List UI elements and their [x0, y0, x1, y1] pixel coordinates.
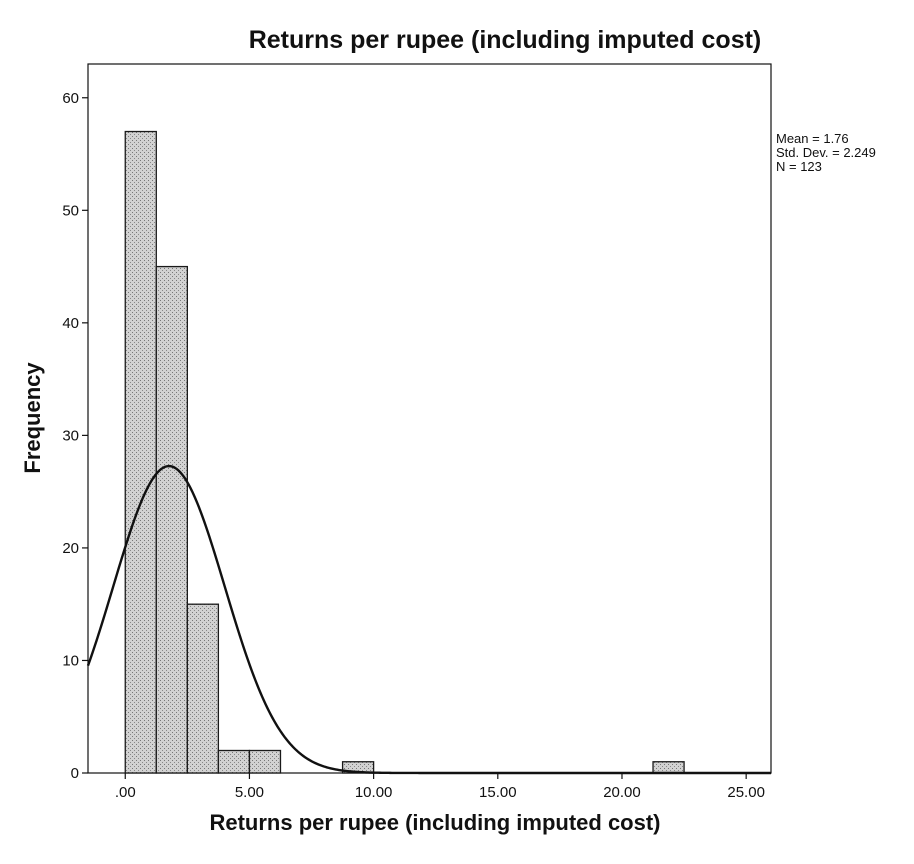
histogram-bar	[652, 761, 685, 774]
bars-layer	[124, 130, 685, 774]
x-tick-label: 10.00	[355, 784, 393, 801]
x-axis-label: Returns per rupee (including imputed cos…	[209, 810, 660, 835]
normal-curve	[86, 464, 771, 775]
y-tick-label: 0	[71, 765, 79, 782]
histogram-bar	[155, 265, 188, 774]
stats-box: Mean = 1.76 Std. Dev. = 2.249 N = 123	[776, 131, 876, 174]
x-tick-label: 5.00	[235, 784, 264, 801]
y-tick-label: 30	[62, 427, 79, 444]
curve-layer	[86, 464, 771, 775]
chart-title: Returns per rupee (including imputed cos…	[249, 26, 762, 54]
stat-std-dev: Std. Dev. = 2.249	[776, 145, 876, 160]
y-tick-label: 10	[62, 652, 79, 669]
y-axis-label: Frequency	[20, 362, 45, 474]
x-tick-label: 20.00	[603, 784, 641, 801]
y-tick-label: 50	[62, 202, 79, 219]
histogram-bar	[124, 130, 157, 774]
stat-n: N = 123	[776, 159, 822, 174]
x-tick-label: .00	[115, 784, 136, 801]
x-tick-label: 15.00	[479, 784, 517, 801]
axes-layer: 0 10 20 30 40 50 60 .00 5.00 10.00 15.00 20.00 25.00	[62, 90, 765, 801]
y-tick-label: 20	[62, 540, 79, 557]
histogram-bar	[248, 749, 282, 774]
histogram-bar	[217, 749, 251, 774]
x-tick-label: 25.00	[727, 784, 765, 801]
histogram-bar	[186, 603, 220, 774]
y-tick-label: 60	[62, 90, 79, 107]
y-tick-label: 40	[62, 315, 79, 332]
stat-mean: Mean = 1.76	[776, 131, 849, 146]
